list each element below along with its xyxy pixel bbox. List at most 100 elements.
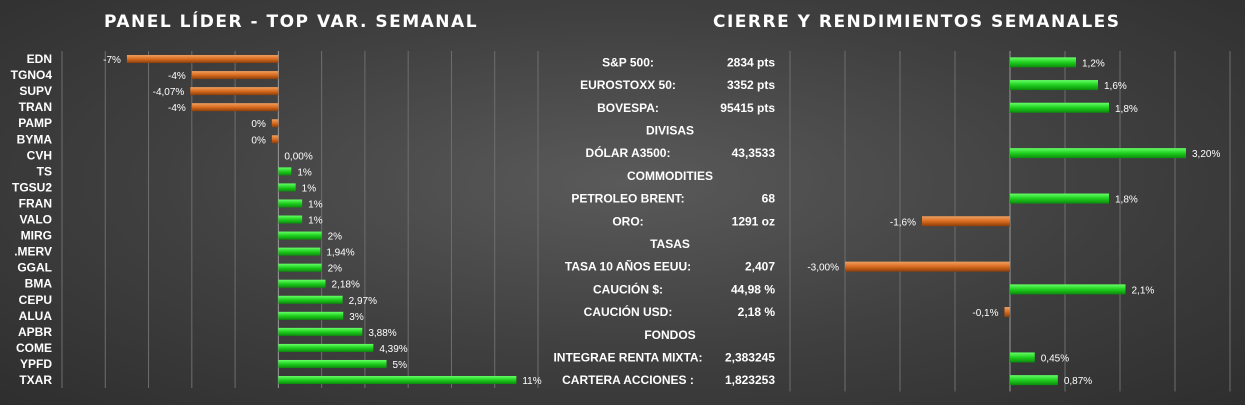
category-label: FRAN	[19, 196, 52, 210]
indicator-label: BOVESPA:	[597, 101, 659, 115]
category-label: TGSU2	[12, 180, 52, 194]
return-bar	[1010, 375, 1058, 386]
indicator-value: 43,3533	[732, 146, 776, 160]
return-bar	[1010, 148, 1186, 159]
category-label: GGAL	[17, 261, 52, 275]
return-bar	[1004, 307, 1010, 318]
return-bar	[922, 216, 1010, 227]
section-header: COMMODITIES	[627, 169, 713, 183]
bar-tgsu2	[278, 183, 296, 192]
bar-valo	[278, 215, 303, 224]
indicator-value: 2,407	[745, 260, 775, 274]
category-label: TS	[37, 164, 52, 178]
value-label: 2,97%	[349, 296, 377, 307]
category-label: EDN	[27, 52, 52, 66]
bar-edn	[126, 55, 279, 64]
indicator-value: 3352 pts	[727, 78, 775, 92]
indicator-label: INTEGRAE RENTA MIXTA:	[553, 350, 702, 364]
bar-ggal	[278, 263, 322, 272]
value-label: 0%	[251, 119, 266, 130]
category-label: CVH	[27, 148, 52, 162]
value-label: -7%	[103, 55, 121, 66]
return-bar	[1010, 193, 1109, 204]
return-label: 0,45%	[1041, 353, 1069, 364]
return-label: 1,2%	[1082, 58, 1105, 69]
indicator-label: ORO:	[612, 214, 643, 228]
return-label: 1,8%	[1115, 195, 1138, 206]
return-bar	[1010, 352, 1035, 363]
category-label: TGNO4	[11, 68, 53, 82]
category-label: BYMA	[17, 132, 53, 146]
value-label: 1%	[308, 199, 323, 210]
indicator-label: PETROLEO BRENT:	[571, 192, 684, 206]
value-label: -4%	[168, 103, 186, 114]
bar-bma	[278, 279, 326, 288]
category-label: SUPV	[19, 84, 52, 98]
category-label: BMA	[25, 277, 53, 291]
section-header: FONDOS	[644, 328, 695, 342]
value-label: -4%	[168, 71, 186, 82]
return-label: -3,00%	[807, 263, 839, 274]
return-label: -0,1%	[972, 308, 998, 319]
value-label: 1%	[308, 216, 323, 227]
indicator-value: 44,98 %	[731, 282, 775, 296]
value-label: 5%	[393, 360, 408, 371]
category-label: COME	[16, 341, 52, 355]
indicator-value: 2,18 %	[738, 305, 776, 319]
return-bar	[1010, 80, 1098, 91]
indicator-value: 95415 pts	[720, 101, 775, 115]
section-header: TASAS	[650, 237, 690, 251]
panel-lider-chart: EDN -7% TGNO4 -4% SUPV -4,07% TRAN -4% PAMP 0% BYM…	[11, 51, 542, 389]
value-label: 0%	[251, 135, 266, 146]
indicator-label: CARTERA ACCIONES :	[562, 373, 694, 387]
indicator-label: TASA 10 AÑOS EEUU:	[565, 259, 691, 274]
value-label: 4,39%	[379, 344, 407, 355]
value-label: -4,07%	[153, 87, 185, 98]
category-label: VALO	[20, 213, 52, 227]
category-label: YPFD	[20, 357, 52, 371]
indicator-label: CAUCIÓN USD:	[584, 304, 673, 319]
return-label: 3,20%	[1192, 149, 1220, 160]
bar-apbr	[278, 327, 363, 336]
value-label: 3,88%	[368, 328, 396, 339]
return-label: -1,6%	[890, 217, 916, 228]
value-label: 0,00%	[284, 151, 312, 162]
bar-cepu	[278, 295, 343, 304]
return-bar	[845, 261, 1010, 272]
indicator-value: 1,823253	[725, 373, 775, 387]
indicator-value: 68	[762, 192, 776, 206]
right-chart-title: CIERRE Y RENDIMIENTOS SEMANALES	[713, 12, 1121, 32]
return-bar	[1010, 284, 1126, 295]
return-label: 1,6%	[1104, 81, 1127, 92]
value-label: 2%	[328, 264, 343, 275]
left-chart-title: PANEL LÍDER - TOP VAR. SEMANAL	[104, 12, 479, 32]
bar-merv	[278, 247, 321, 256]
category-label: TXAR	[19, 373, 52, 387]
bar-alua	[278, 311, 344, 320]
category-label: .MERV	[14, 245, 52, 259]
value-label: 2%	[328, 232, 343, 243]
indicator-value: 2,383245	[725, 350, 775, 364]
indicator-value: 2834 pts	[727, 55, 775, 69]
bar-txar	[278, 376, 517, 385]
indicator-label: DÓLAR A3500:	[586, 145, 671, 160]
bar-byma	[271, 135, 279, 144]
category-label: APBR	[18, 325, 52, 339]
return-label: 2,1%	[1132, 285, 1155, 296]
value-label: 1,94%	[326, 248, 354, 259]
bar-come	[278, 343, 374, 352]
bar-tran	[191, 103, 279, 112]
bar-ts	[278, 167, 292, 176]
category-label: CEPU	[19, 293, 52, 307]
return-label: 0,87%	[1064, 376, 1092, 387]
value-label: 11%	[522, 376, 541, 387]
category-label: ALUA	[19, 309, 53, 323]
bar-fran	[278, 199, 303, 208]
indicator-label: EUROSTOXX 50:	[580, 78, 676, 92]
category-label: MIRG	[21, 229, 52, 243]
value-label: 1%	[297, 167, 312, 178]
indicator-label: S&P 500:	[602, 55, 654, 69]
indicator-value: 1291 oz	[732, 214, 775, 228]
value-label: 3%	[349, 312, 364, 323]
